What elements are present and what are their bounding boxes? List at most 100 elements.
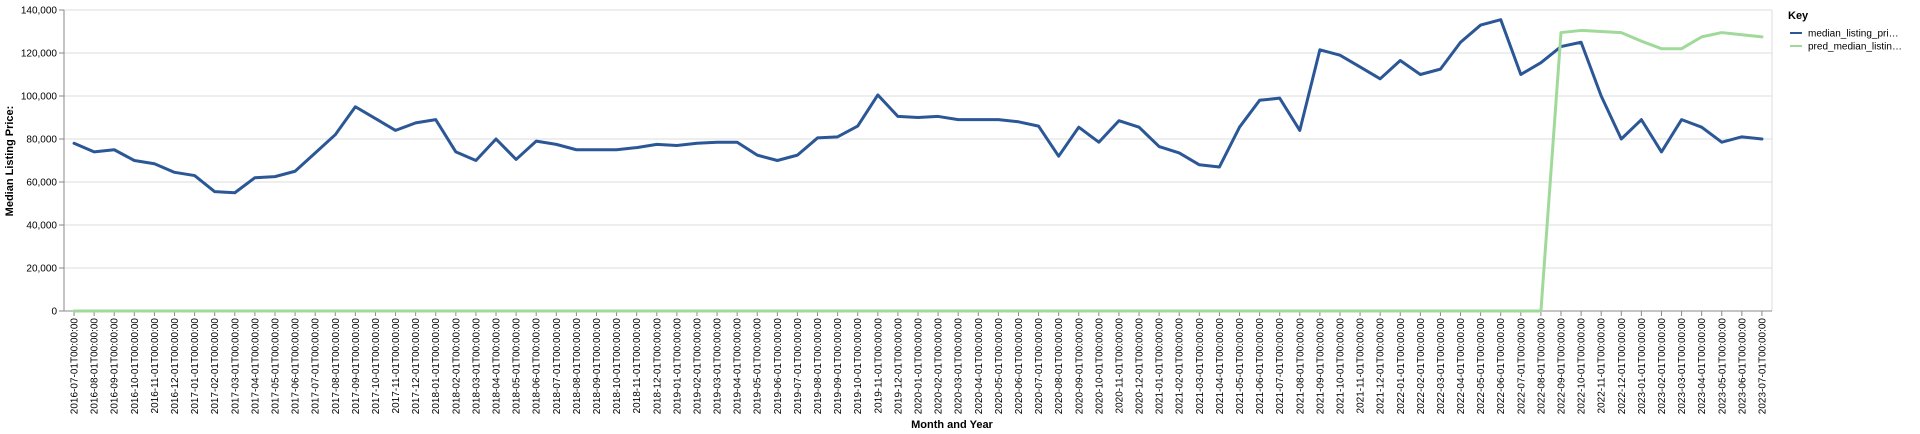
y-tick-label: 80,000: [26, 135, 57, 146]
x-tick-label: 2022-11-01T00:00:00: [1597, 318, 1608, 414]
x-tick-label: 2022-09-01T00:00:00: [1557, 318, 1568, 415]
y-tick-label: 20,000: [26, 264, 57, 275]
x-tick-label: 2018-07-01T00:00:00: [552, 318, 563, 415]
y-tick-label: 140,000: [21, 6, 58, 17]
x-tick-label: 2019-09-01T00:00:00: [833, 318, 844, 415]
x-tick-label: 2022-05-01T00:00:00: [1476, 318, 1487, 415]
x-tick-label: 2019-05-01T00:00:00: [753, 318, 764, 415]
x-tick-label: 2018-08-01T00:00:00: [572, 318, 583, 415]
y-tick-label: 120,000: [21, 49, 58, 60]
legend: Key median_listing_pri… pred_median_listi…: [1788, 10, 1902, 53]
x-tick-label: 2018-02-01T00:00:00: [451, 318, 462, 415]
legend-label: pred_median_listin…: [1808, 42, 1902, 53]
grid-lines: [63, 9, 1773, 312]
x-tick-label: 2016-08-01T00:00:00: [90, 318, 101, 415]
x-tick-label: 2020-12-01T00:00:00: [1135, 318, 1146, 415]
legend-label: median_listing_pri…: [1808, 29, 1899, 40]
x-tick-label: 2022-07-01T00:00:00: [1516, 318, 1527, 415]
x-tick-label: 2018-04-01T00:00:00: [492, 318, 503, 415]
x-tick-label: 2022-12-01T00:00:00: [1617, 318, 1628, 415]
x-tick-label: 2021-05-01T00:00:00: [1235, 318, 1246, 415]
y-tick-label: 60,000: [26, 178, 57, 189]
x-tick-label: 2021-06-01T00:00:00: [1255, 318, 1266, 415]
x-tick-label: 2021-03-01T00:00:00: [1195, 318, 1206, 415]
x-tick-label: 2017-09-01T00:00:00: [351, 318, 362, 415]
x-tick-label: 2022-01-01T00:00:00: [1396, 318, 1407, 415]
x-tick-label: 2021-12-01T00:00:00: [1376, 318, 1387, 415]
x-tick-label: 2018-05-01T00:00:00: [512, 318, 523, 415]
x-tick-label: 2020-11-01T00:00:00: [1114, 318, 1125, 414]
x-tick-label: 2017-10-01T00:00:00: [371, 318, 382, 415]
x-tick-label: 2017-02-01T00:00:00: [210, 318, 221, 415]
y-tick-label: 40,000: [26, 221, 57, 232]
x-tick-label: 2020-08-01T00:00:00: [1054, 318, 1065, 415]
x-tick-label: 2020-10-01T00:00:00: [1094, 318, 1105, 415]
x-tick-label: 2017-07-01T00:00:00: [311, 318, 322, 415]
x-tick-label: 2021-01-01T00:00:00: [1155, 318, 1166, 415]
x-tick-label: 2021-08-01T00:00:00: [1295, 318, 1306, 415]
x-tick-label: 2019-11-01T00:00:00: [873, 318, 884, 414]
x-axis-title: Month and Year: [911, 419, 993, 431]
x-tick-label: 2019-10-01T00:00:00: [853, 318, 864, 415]
x-tick-label: 2023-06-01T00:00:00: [1737, 318, 1748, 415]
x-tick-label: 2022-08-01T00:00:00: [1536, 318, 1547, 415]
x-tick-label: 2019-06-01T00:00:00: [773, 318, 784, 415]
x-tick-label: 2021-10-01T00:00:00: [1335, 318, 1346, 415]
x-tick-label: 2019-03-01T00:00:00: [713, 318, 724, 415]
x-tick-label: 2018-12-01T00:00:00: [652, 318, 663, 415]
x-tick-label: 2019-02-01T00:00:00: [692, 318, 703, 415]
x-tick-label: 2018-03-01T00:00:00: [471, 318, 482, 415]
x-tick-label: 2019-01-01T00:00:00: [672, 318, 683, 415]
x-tick-label: 2020-04-01T00:00:00: [974, 318, 985, 415]
x-tick-label: 2023-02-01T00:00:00: [1657, 318, 1668, 415]
legend-title: Key: [1788, 10, 1809, 22]
x-tick-label: 2017-03-01T00:00:00: [230, 318, 241, 415]
x-tick-label: 2020-01-01T00:00:00: [914, 318, 925, 415]
x-tick-label: 2019-08-01T00:00:00: [813, 318, 824, 415]
x-tick-label: 2016-12-01T00:00:00: [170, 318, 181, 415]
y-axis-title: Median Listing Price:: [4, 106, 16, 217]
x-tick-label: 2022-10-01T00:00:00: [1577, 318, 1588, 415]
series-line-1: [72, 18, 1764, 195]
x-tick-label: 2022-02-01T00:00:00: [1416, 318, 1427, 415]
x-tick-label: 2023-07-01T00:00:00: [1757, 318, 1768, 415]
x-tick-label: 2018-09-01T00:00:00: [592, 318, 603, 415]
x-tick-label: 2020-07-01T00:00:00: [1034, 318, 1045, 415]
x-tick-label: 2022-03-01T00:00:00: [1436, 318, 1447, 415]
x-axis: 2016-07-01T00:00:00 2016-08-01T00:00:00 20…: [64, 310, 1772, 415]
series-layer: [72, 18, 1764, 313]
x-tick-label: 2017-12-01T00:00:00: [411, 318, 422, 415]
x-tick-label: 2020-02-01T00:00:00: [934, 318, 945, 415]
x-tick-label: 2017-06-01T00:00:00: [291, 318, 302, 415]
x-tick-label: 2021-11-01T00:00:00: [1356, 318, 1367, 414]
x-tick-label: 2016-11-01T00:00:00: [150, 318, 161, 414]
x-tick-label: 2018-11-01T00:00:00: [632, 318, 643, 414]
x-tick-label: 2016-09-01T00:00:00: [110, 318, 121, 415]
x-tick-label: 2023-03-01T00:00:00: [1677, 318, 1688, 415]
x-tick-label: 2023-04-01T00:00:00: [1697, 318, 1708, 415]
x-tick-label: 2020-06-01T00:00:00: [1014, 318, 1025, 415]
x-tick-label: 2017-05-01T00:00:00: [270, 318, 281, 415]
x-tick-label: 2021-07-01T00:00:00: [1275, 318, 1286, 415]
x-tick-label: 2017-04-01T00:00:00: [250, 318, 261, 415]
x-tick-label: 2022-04-01T00:00:00: [1456, 318, 1467, 415]
x-tick-label: 2020-05-01T00:00:00: [994, 318, 1005, 415]
x-tick-label: 2017-01-01T00:00:00: [190, 318, 201, 415]
x-tick-label: 2019-07-01T00:00:00: [793, 318, 804, 415]
x-tick-label: 2021-02-01T00:00:00: [1175, 318, 1186, 415]
x-tick-label: 2018-01-01T00:00:00: [431, 318, 442, 415]
x-tick-label: 2021-04-01T00:00:00: [1215, 318, 1226, 415]
x-tick-label: 2019-12-01T00:00:00: [893, 318, 904, 415]
x-tick-label: 2017-11-01T00:00:00: [391, 318, 402, 414]
x-tick-label: 2021-09-01T00:00:00: [1315, 318, 1326, 415]
y-tick-label: 100,000: [21, 92, 58, 103]
x-tick-label: 2022-06-01T00:00:00: [1496, 318, 1507, 415]
x-tick-label: 2023-01-01T00:00:00: [1637, 318, 1648, 415]
y-tick-label: 0: [51, 307, 57, 318]
x-tick-label: 2018-06-01T00:00:00: [532, 318, 543, 415]
y-axis: 0 20,000 40,000 60,000 80,000 100,000 120,000 1…: [21, 6, 65, 318]
x-tick-label: 2023-05-01T00:00:00: [1717, 318, 1728, 415]
x-tick-label: 2017-08-01T00:00:00: [331, 318, 342, 415]
series-line-2: [72, 28, 1764, 313]
